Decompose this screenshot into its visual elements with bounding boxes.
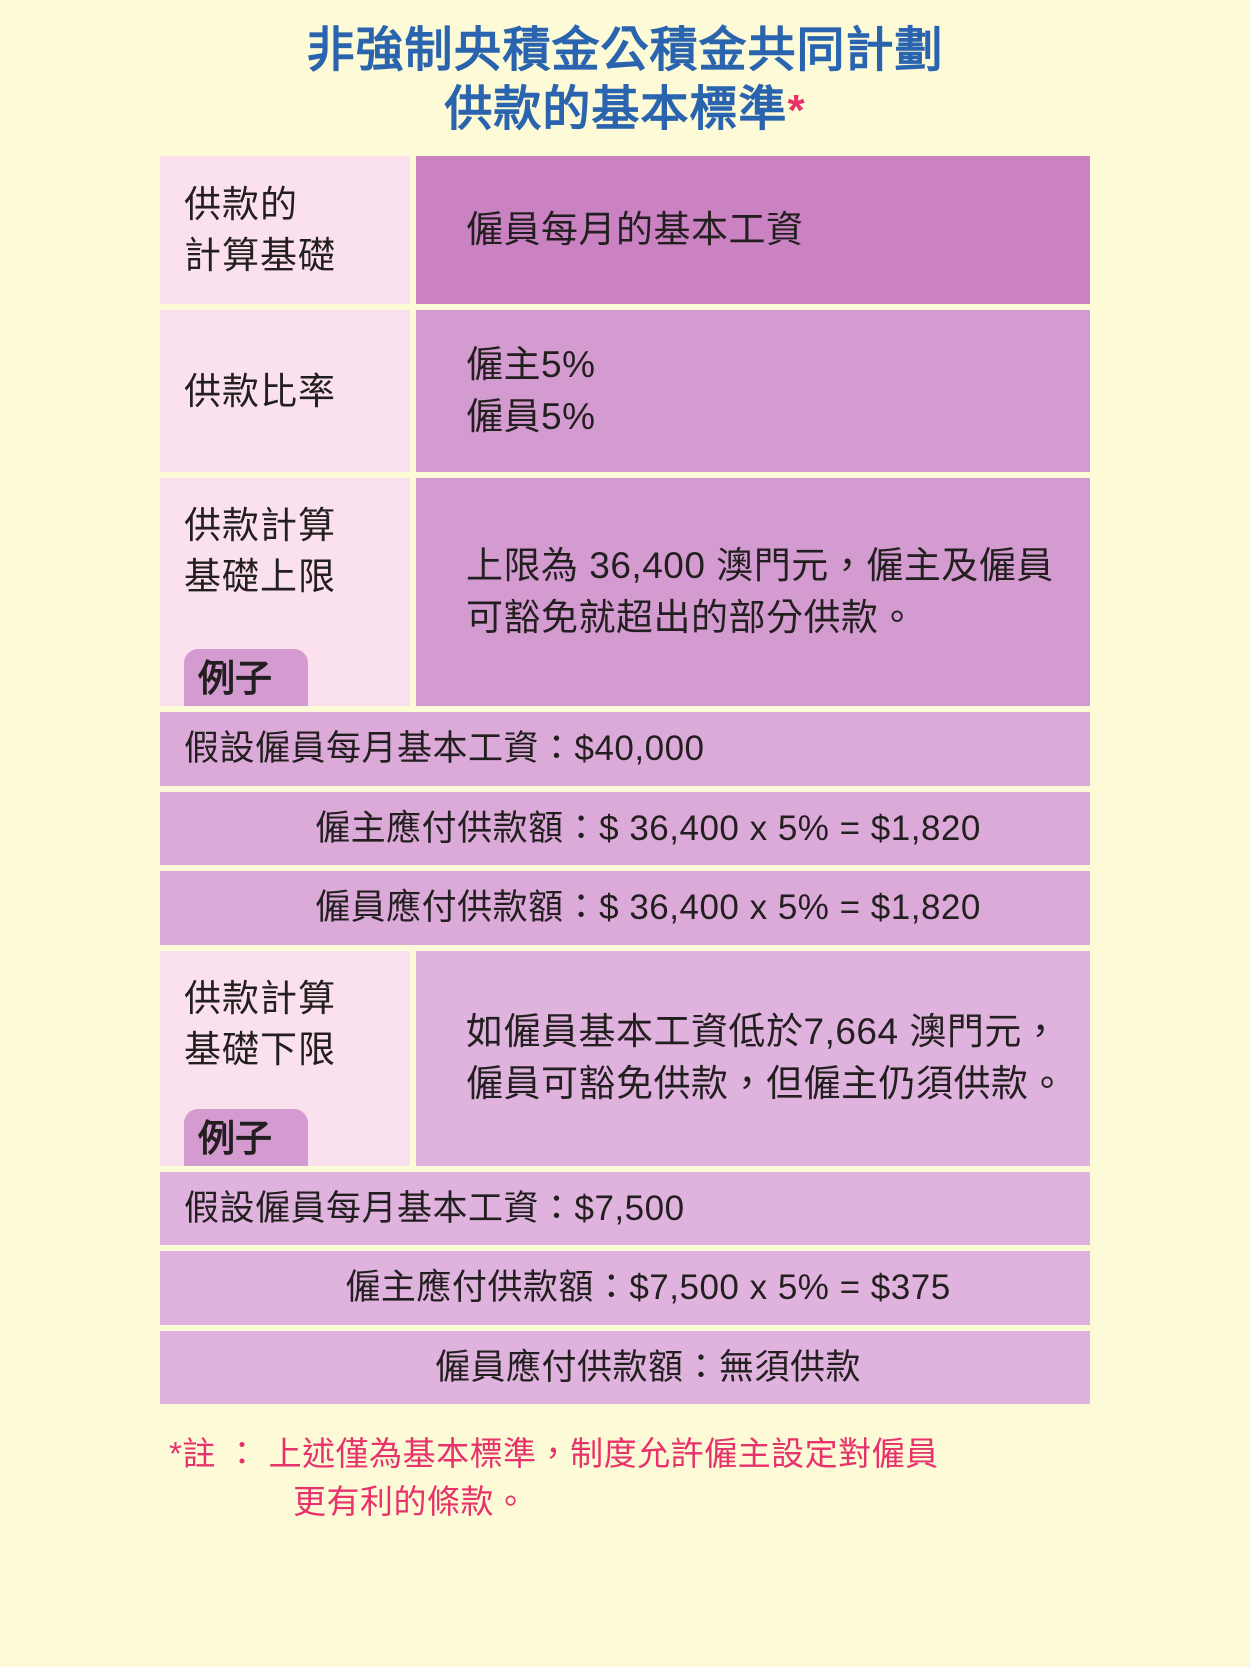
row-value-contribution-rate: 僱主5% 僱員5%: [416, 310, 1090, 473]
page-title: 非強制央積金公積金共同計劃 供款的基本標準*: [0, 0, 1250, 139]
footnote-line-2: 更有利的條款。: [293, 1482, 528, 1520]
table-row-calculation-basis: 供款的 計算基礎 僱員每月的基本工資: [160, 156, 1090, 305]
row-value-upper-limit: 上限為 36,400 澳門元，僱主及僱員可豁免就超出的部分供款。: [416, 478, 1090, 707]
label-line-1: 供款計算: [184, 505, 336, 547]
title-line-1: 非強制央積金公積金共同計劃: [306, 24, 944, 77]
row-label-lower-limit: 供款計算 基礎下限 例子: [160, 950, 410, 1166]
label-line-2: 計算基礎: [184, 235, 336, 277]
label-line-1: 供款的: [184, 184, 298, 226]
value-text: 如僱員基本工資低於7,664 澳門元，僱員可豁免供款，但僱主仍須供款。: [466, 1010, 1066, 1105]
title-line-2: 供款的基本標準*: [0, 81, 1250, 140]
label-line-1: 供款比率: [184, 370, 336, 412]
footnote-line-1: *註 ： 上述僅為基本標準，制度允許僱主設定對僱員: [169, 1435, 939, 1473]
row-label-contribution-rate: 供款比率: [160, 310, 410, 473]
table-row-lower-limit: 供款計算 基礎下限 例子 如僱員基本工資低於7,664 澳門元，僱員可豁免供款，…: [160, 950, 1090, 1166]
value-line-1: 僱主5%: [466, 343, 596, 385]
example-row-employee-lower: 僱員應付供款額：無須供款: [160, 1330, 1090, 1405]
row-label-upper-limit: 供款計算 基礎上限 例子: [160, 478, 410, 707]
label-line-2: 基礎下限: [184, 1028, 336, 1070]
title-asterisk: *: [787, 85, 806, 135]
label-line-1: 供款計算: [184, 977, 336, 1019]
value-text: 上限為 36,400 澳門元，僱主及僱員可豁免就超出的部分供款。: [466, 544, 1054, 639]
title-line-2-text: 供款的基本標準: [444, 82, 788, 136]
row-label-calculation-basis: 供款的 計算基礎: [160, 156, 410, 305]
example-badge-upper-limit: 例子: [184, 649, 308, 707]
example-row-employee-upper: 僱員應付供款額：$ 36,400 x 5% = $1,820: [160, 871, 1090, 945]
example-badge-lower-limit: 例子: [184, 1108, 308, 1166]
row-value-lower-limit: 如僱員基本工資低於7,664 澳門元，僱員可豁免供款，但僱主仍須供款。: [416, 950, 1090, 1166]
example-row-assumption-upper: 假設僱員每月基本工資：$40,000: [160, 712, 1090, 786]
standards-table: 供款的 計算基礎 僱員每月的基本工資 供款比率 僱主5% 僱員5% 供款計算 基…: [160, 156, 1090, 1405]
value-line-2: 僱員5%: [466, 396, 596, 438]
example-row-employer-lower: 僱主應付供款額：$7,500 x 5% = $375: [160, 1251, 1090, 1325]
example-row-employer-upper: 僱主應付供款額：$ 36,400 x 5% = $1,820: [160, 791, 1090, 866]
value-text: 僱員每月的基本工資: [466, 208, 804, 250]
row-value-calculation-basis: 僱員每月的基本工資: [416, 156, 1090, 305]
table-row-contribution-rate: 供款比率 僱主5% 僱員5%: [160, 310, 1090, 473]
footnote: *註 ： 上述僅為基本標準，制度允許僱主設定對僱員 更有利的條款。: [155, 1430, 1095, 1525]
table-row-upper-limit: 供款計算 基礎上限 例子 上限為 36,400 澳門元，僱主及僱員可豁免就超出的…: [160, 478, 1090, 707]
example-row-assumption-lower: 假設僱員每月基本工資：$7,500: [160, 1171, 1090, 1246]
label-line-2: 基礎上限: [184, 556, 336, 598]
